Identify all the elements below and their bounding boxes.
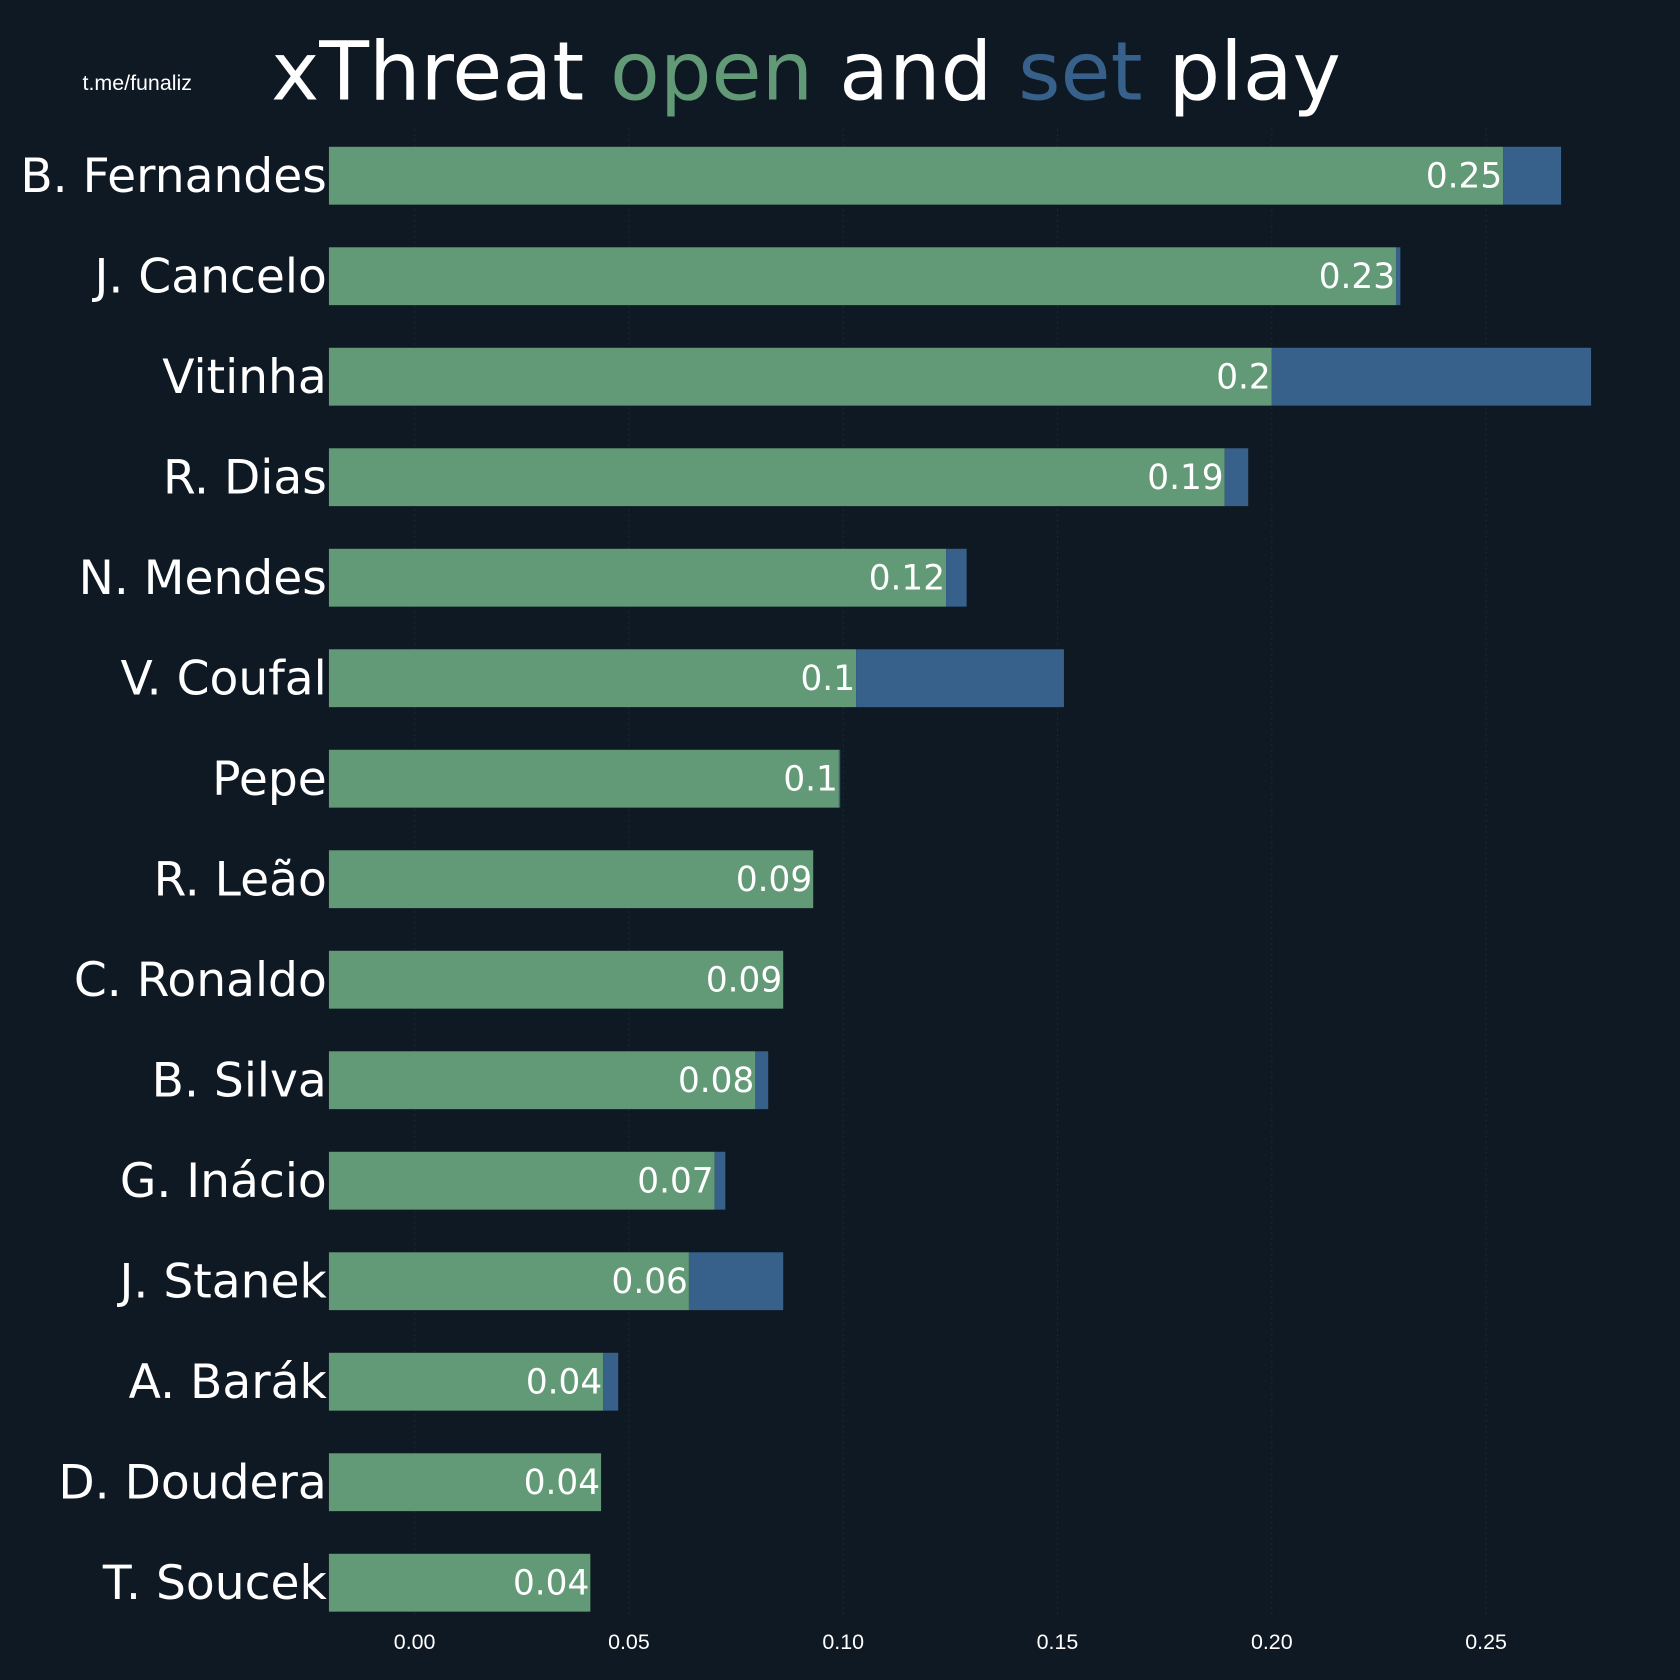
bar-open (328, 1553, 591, 1612)
bar-open (328, 850, 814, 909)
title-legend-set: set (1018, 25, 1142, 120)
bar-open (328, 749, 839, 808)
y-tick-label: D. Doudera (58, 1455, 326, 1510)
value-label: 0.1 (801, 659, 856, 699)
bar-open (328, 1151, 715, 1210)
y-tick-label: G. Inácio (120, 1154, 327, 1209)
bar-set (688, 1252, 784, 1311)
x-tick-label: 0.20 (1251, 1630, 1293, 1654)
y-tick-label: N. Mendes (79, 551, 327, 606)
value-label: 0.2 (1216, 358, 1271, 398)
value-label: 0.19 (1147, 458, 1223, 498)
x-tick-label: 0.00 (394, 1630, 436, 1654)
y-tick-label: J. Cancelo (91, 249, 326, 304)
bar-set (1271, 347, 1592, 406)
bar-open (328, 146, 1504, 205)
value-label: 0.04 (513, 1563, 589, 1603)
title-text: xThreat (271, 25, 584, 120)
y-tick-label: A. Barák (129, 1355, 328, 1410)
watermark: t.me/funaliz (83, 71, 192, 95)
bar-open (328, 548, 947, 607)
y-tick-label: B. Silva (152, 1053, 327, 1108)
bar-open (328, 950, 784, 1009)
bar-open (328, 649, 857, 708)
value-label: 0.04 (524, 1463, 600, 1503)
y-tick-label: Vitinha (162, 350, 326, 405)
value-label: 0.1 (783, 760, 838, 800)
value-label: 0.04 (526, 1362, 602, 1402)
y-tick-label: B. Fernandes (20, 149, 326, 204)
y-tick-label: R. Leão (154, 852, 327, 907)
value-label: 0.09 (736, 860, 812, 900)
bar-set (856, 649, 1064, 708)
bar-open (328, 1352, 604, 1411)
value-label: 0.25 (1426, 157, 1502, 197)
bar-open (328, 1252, 689, 1311)
value-label: 0.23 (1319, 257, 1395, 297)
x-tick-label: 0.10 (822, 1630, 864, 1654)
title-text: and (839, 25, 992, 120)
bar-open (328, 448, 1225, 507)
bar-set (946, 548, 967, 607)
y-tick-label: V. Coufal (120, 651, 326, 706)
x-tick-label: 0.05 (608, 1630, 650, 1654)
title-text: play (1168, 25, 1340, 120)
x-tick-label: 0.15 (1037, 1630, 1079, 1654)
bar-set (1224, 448, 1249, 507)
bar-set (714, 1151, 726, 1210)
value-label: 0.06 (612, 1262, 688, 1302)
y-tick-label: T. Soucek (102, 1556, 328, 1611)
bar-open (328, 247, 1397, 306)
chart-title: xThreat open and set play (271, 25, 1341, 120)
bar-open (328, 1453, 602, 1512)
bar-set (1503, 146, 1562, 205)
y-tick-label: Pepe (212, 752, 327, 807)
bar-open (328, 347, 1272, 406)
value-label: 0.08 (678, 1061, 754, 1101)
value-label: 0.09 (706, 961, 782, 1001)
y-tick-label: R. Dias (163, 450, 327, 505)
bar-set (603, 1352, 619, 1411)
bar-set (755, 1051, 769, 1110)
bar-open (328, 1051, 756, 1110)
title-legend-open: open (610, 25, 813, 120)
x-tick-label: 0.25 (1465, 1630, 1507, 1654)
bar-set (838, 749, 841, 808)
y-tick-label: C. Ronaldo (74, 953, 327, 1008)
value-label: 0.12 (869, 559, 945, 599)
value-label: 0.07 (637, 1162, 713, 1202)
y-tick-label: J. Stanek (117, 1254, 328, 1309)
bar-set (1396, 247, 1401, 306)
